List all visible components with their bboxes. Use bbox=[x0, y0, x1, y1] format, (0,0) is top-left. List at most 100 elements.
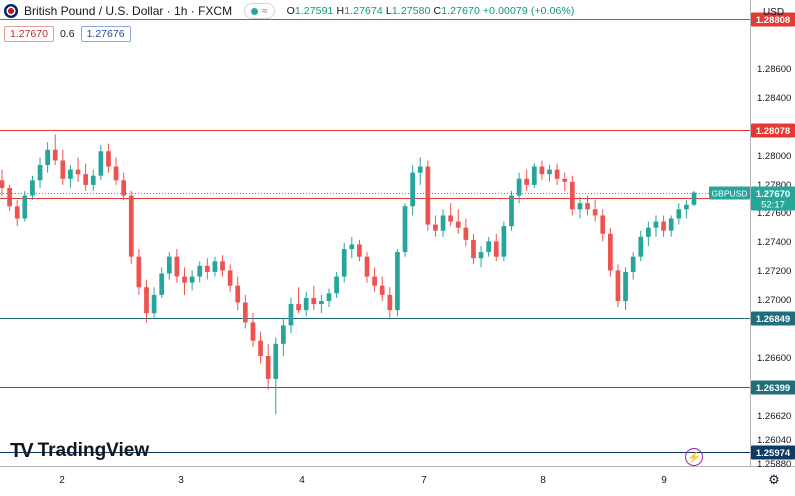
candle-body bbox=[630, 256, 636, 272]
tradingview-mark-icon: TV bbox=[10, 439, 34, 462]
candle-body bbox=[212, 261, 218, 272]
candle-body bbox=[577, 203, 583, 210]
candle-body bbox=[52, 149, 58, 161]
lightning-icon[interactable]: ⚡ bbox=[685, 448, 703, 466]
candle-body bbox=[235, 285, 241, 303]
candle-body bbox=[357, 244, 362, 257]
countdown-label: 52:17 bbox=[761, 200, 785, 211]
candle-body bbox=[341, 249, 347, 277]
candle-body bbox=[600, 215, 606, 234]
candle-body bbox=[151, 294, 157, 314]
candle-body bbox=[440, 215, 446, 231]
logo-text: TradingView bbox=[37, 440, 150, 461]
candle-body bbox=[433, 224, 438, 231]
candle-body bbox=[425, 166, 431, 225]
candle-body bbox=[98, 151, 104, 176]
level-tag bbox=[751, 445, 795, 460]
candle-body bbox=[615, 270, 621, 301]
sell-price-button[interactable]: 1.27670 bbox=[4, 26, 54, 42]
candle-body bbox=[242, 302, 248, 323]
candle-body bbox=[83, 174, 89, 185]
y-tick-label: 1.26620 bbox=[757, 411, 791, 422]
y-tick-label: 1.27400 bbox=[757, 237, 791, 248]
spread-value: 0.6 bbox=[59, 28, 75, 40]
symbol-tag bbox=[709, 186, 750, 200]
candle-body bbox=[220, 261, 225, 271]
y-tick-label: 1.28600 bbox=[757, 64, 791, 75]
currency-selector[interactable]: USD bbox=[762, 6, 785, 18]
gear-icon[interactable]: ⚙ bbox=[768, 472, 780, 487]
candle-body bbox=[14, 206, 20, 219]
candle-body bbox=[668, 218, 674, 231]
symbol-title[interactable]: British Pound / U.S. Dollar · 1h · FXCM bbox=[24, 4, 233, 18]
candle-body bbox=[646, 227, 651, 237]
candle-body bbox=[516, 178, 522, 196]
candle-body bbox=[144, 287, 149, 314]
candle-body bbox=[311, 297, 317, 305]
high-value: 1.27674 bbox=[344, 5, 383, 17]
candle-body bbox=[501, 226, 507, 257]
candle-body bbox=[128, 195, 134, 257]
market-open-icon bbox=[251, 7, 259, 15]
tradingview-logo[interactable]: TV TradingView bbox=[10, 439, 149, 463]
candle-body bbox=[448, 215, 454, 222]
candle-body bbox=[250, 322, 256, 341]
y-tick-label: 1.26600 bbox=[757, 353, 791, 364]
candle-body bbox=[372, 276, 377, 286]
level-tag bbox=[751, 12, 795, 27]
market-status-pill[interactable]: ≈ bbox=[244, 3, 275, 19]
candle-body bbox=[281, 325, 286, 344]
candle-body bbox=[638, 236, 644, 257]
candle-body bbox=[493, 241, 499, 257]
candle-body bbox=[463, 227, 469, 240]
candle-body bbox=[319, 300, 324, 305]
candle-body bbox=[68, 169, 73, 179]
level-tag bbox=[751, 380, 795, 395]
level-tag bbox=[751, 123, 795, 138]
buy-price-button[interactable]: 1.27676 bbox=[80, 26, 131, 42]
candle-body bbox=[296, 304, 301, 311]
y-tick-label: 1.25880 bbox=[757, 459, 791, 470]
y-tick-label: 1.27600 bbox=[757, 208, 791, 219]
candle-body bbox=[402, 206, 408, 253]
candle-body bbox=[592, 209, 598, 216]
candle-body bbox=[197, 265, 203, 277]
ohlc-readout: O1.27591 H1.27674 L1.27580 C1.27670 +0.0… bbox=[286, 5, 575, 17]
candle-body bbox=[569, 181, 575, 210]
wave-icon: ≈ bbox=[262, 5, 268, 17]
level-label: 1.26849 bbox=[756, 314, 790, 325]
candle-body bbox=[60, 160, 66, 179]
level-label: 1.28078 bbox=[756, 126, 790, 137]
gbp-usd-flag-icon bbox=[4, 4, 18, 18]
candle-body bbox=[334, 276, 339, 294]
x-tick-label: 3 bbox=[178, 475, 184, 486]
candle-body bbox=[7, 187, 12, 207]
last-price-label: 1.27670 bbox=[756, 189, 790, 200]
candle-body bbox=[509, 195, 514, 227]
y-tick-label: 1.27000 bbox=[757, 295, 791, 306]
x-tick-label: 9 bbox=[661, 475, 667, 486]
candle-body bbox=[121, 180, 127, 196]
order-panel: 1.27670 0.6 1.27676 bbox=[4, 25, 131, 43]
candle-body bbox=[227, 270, 233, 286]
candle-body bbox=[691, 192, 697, 205]
candle-body bbox=[607, 233, 613, 271]
candle-body bbox=[288, 304, 294, 326]
symbol-tag-label: GBPUSD bbox=[712, 189, 748, 199]
candle-body bbox=[547, 169, 552, 175]
candle-body bbox=[486, 241, 492, 253]
candle-body bbox=[661, 221, 666, 231]
level-tag bbox=[751, 311, 795, 326]
candle-body bbox=[174, 256, 180, 277]
candle-body bbox=[182, 276, 187, 283]
candle-body bbox=[623, 271, 628, 301]
candle-body bbox=[585, 203, 590, 210]
candle-body bbox=[189, 276, 195, 283]
y-tick-label: 1.27800 bbox=[757, 180, 791, 191]
candle-body bbox=[410, 172, 415, 207]
y-tick-label: 1.26040 bbox=[757, 435, 791, 446]
candle-body bbox=[303, 297, 309, 311]
